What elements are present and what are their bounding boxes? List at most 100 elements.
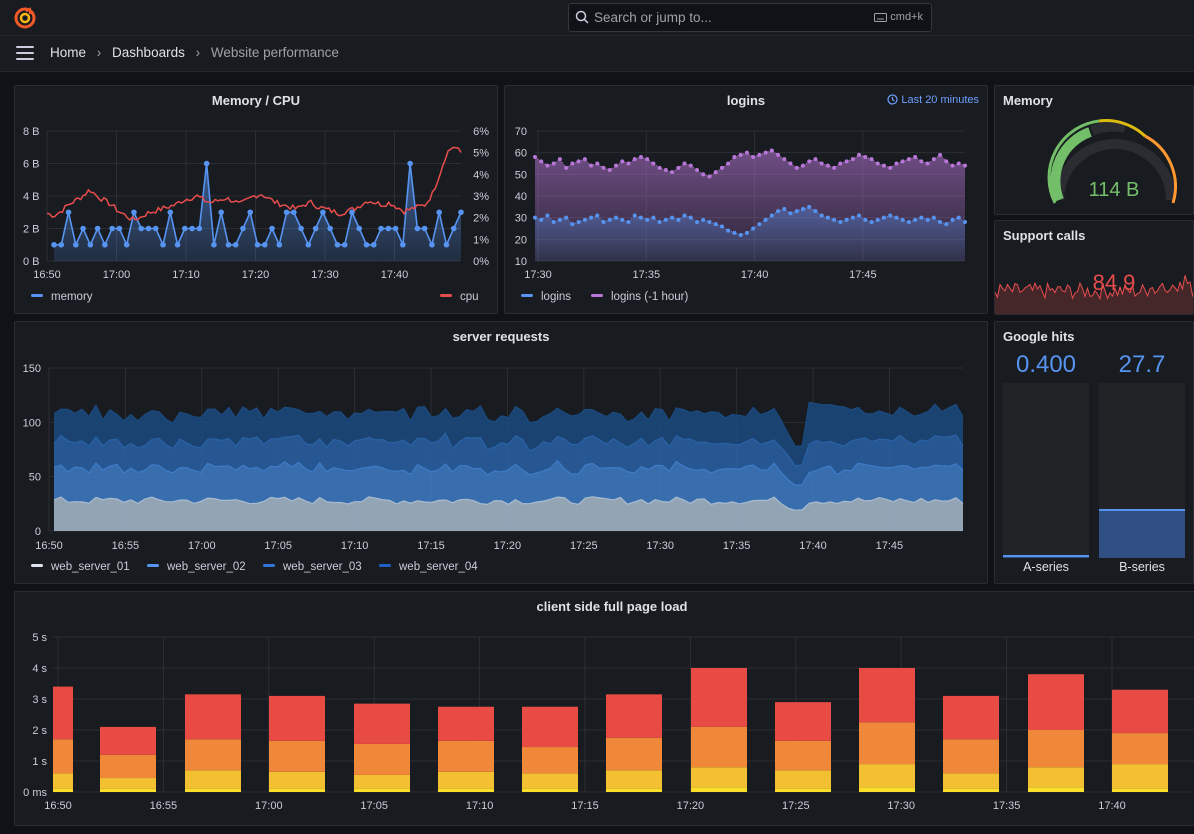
y-tick-label: 3 s xyxy=(32,694,47,706)
data-point-logins-prev-hour xyxy=(564,165,569,170)
stat-value: 84.9 xyxy=(1093,270,1136,295)
data-point-memory xyxy=(218,209,224,216)
bar-segment xyxy=(269,788,325,792)
data-point-memory xyxy=(240,225,246,232)
y-tick-label: 1 s xyxy=(32,756,47,768)
bar-segment xyxy=(1028,674,1084,730)
data-point-memory xyxy=(131,209,137,216)
data-point-logins-prev-hour xyxy=(763,150,768,155)
data-point-memory xyxy=(196,225,203,232)
data-point-memory xyxy=(363,241,370,248)
panel-google-hits[interactable]: Google hits 0.400 27.7 A-series B-series xyxy=(994,321,1194,584)
data-point-logins xyxy=(582,217,587,222)
bar-segment xyxy=(53,788,73,792)
data-point-logins xyxy=(744,230,749,235)
panel-page-load[interactable]: client side full page load 0 ms 1 s 2 s 3 s… xyxy=(14,591,1194,826)
legend-web-server-01[interactable]: web_server_01 xyxy=(31,561,130,573)
y-tick-label: 30 xyxy=(515,213,527,225)
legend-memory[interactable]: memory xyxy=(31,291,93,303)
bar-segment xyxy=(522,773,578,789)
data-point-memory xyxy=(109,225,115,232)
panel-title[interactable]: server requests xyxy=(452,329,550,344)
data-point-logins xyxy=(726,228,731,233)
panel-support-calls[interactable]: Support calls 84.9 xyxy=(994,220,1194,315)
search-input[interactable]: Search or jump to... cmd+k xyxy=(568,3,932,32)
bar-segment xyxy=(438,740,494,772)
data-point-logins-prev-hour xyxy=(707,174,712,179)
x-tick-label: 17:35 xyxy=(723,540,751,552)
data-point-logins xyxy=(832,217,837,222)
data-point-logins xyxy=(557,217,562,222)
y2-tick-label: 6% xyxy=(473,126,489,138)
data-point-logins-prev-hour xyxy=(913,155,918,159)
data-point-memory xyxy=(182,225,188,232)
bar-segment xyxy=(775,702,831,741)
bar-segment xyxy=(100,726,156,755)
b-series-label: B-series xyxy=(1119,560,1165,574)
keyboard-icon xyxy=(874,13,888,22)
data-point-memory xyxy=(334,241,341,248)
breadcrumb-dashboards[interactable]: Dashboards xyxy=(112,45,185,60)
bar-segment xyxy=(53,739,73,774)
data-point-logins-prev-hour xyxy=(701,172,706,177)
legend-web-server-02[interactable]: web_server_02 xyxy=(147,561,246,573)
panel-title[interactable]: Memory / CPU xyxy=(211,93,301,108)
y-tick-label: 4 s xyxy=(32,663,47,675)
y-tick-label: 70 xyxy=(515,126,527,138)
clock-icon xyxy=(887,94,898,105)
data-point-logins xyxy=(863,217,868,222)
panel-title[interactable]: Memory xyxy=(1003,93,1053,108)
data-point-logins xyxy=(732,230,737,235)
panel-title[interactable]: Support calls xyxy=(1003,228,1086,243)
panel-title[interactable]: Google hits xyxy=(1003,329,1075,344)
data-point-logins-prev-hour xyxy=(676,165,681,170)
data-point-logins xyxy=(888,213,893,218)
breadcrumb-bar: Home › Dashboards › Website performance xyxy=(0,36,1194,72)
breadcrumb-current: Website performance xyxy=(210,45,339,60)
x-tick-label: 17:45 xyxy=(876,540,904,552)
x-tick-label: 17:40 xyxy=(799,540,827,552)
data-point-logins-prev-hour xyxy=(539,159,544,164)
legend-web-server-03[interactable]: web_server_03 xyxy=(263,561,362,573)
data-point-logins xyxy=(782,207,787,211)
data-point-logins-prev-hour xyxy=(545,163,550,168)
data-point-memory xyxy=(458,209,464,216)
data-point-memory xyxy=(167,209,174,216)
data-point-memory xyxy=(385,225,392,232)
x-tick-label: 17:30 xyxy=(524,269,552,281)
menu-icon[interactable] xyxy=(16,46,34,60)
panel-memory-gauge[interactable]: Memory 114 B xyxy=(994,85,1194,215)
bar-segment xyxy=(269,695,325,741)
legend-logins[interactable]: logins xyxy=(521,291,571,303)
data-point-logins xyxy=(906,220,911,224)
y-tick-label: 0 B xyxy=(23,256,40,268)
panel-title[interactable]: logins xyxy=(726,93,766,108)
x-tick-label: 17:25 xyxy=(782,800,810,812)
data-point-logins-prev-hour xyxy=(601,165,606,170)
data-point-logins-prev-hour xyxy=(719,165,724,170)
legend-web-server-04[interactable]: web_server_04 xyxy=(379,561,478,573)
panel-logins[interactable]: logins Last 20 minutes 10 20 30 40 50 60 70 17:… xyxy=(504,85,988,314)
bar-segment xyxy=(606,737,662,771)
data-point-memory xyxy=(429,241,435,248)
legend-logins-prev-hour[interactable]: logins (-1 hour) xyxy=(591,291,688,303)
y2-tick-label: 2% xyxy=(473,213,489,225)
x-tick-label: 16:50 xyxy=(35,540,63,552)
y-tick-label: 40 xyxy=(515,191,527,203)
data-point-memory xyxy=(116,225,123,232)
data-point-logins xyxy=(931,215,936,220)
series-area-logins xyxy=(535,206,965,261)
panel-memory-cpu[interactable]: Memory / CPU 0 B 2 B 4 B 6 B 8 B 0% 1% 2% 3% 4% 5%… xyxy=(14,85,498,314)
legend-cpu[interactable]: cpu xyxy=(440,291,479,303)
data-point-memory xyxy=(341,241,348,248)
data-point-memory xyxy=(58,241,65,248)
data-point-logins xyxy=(950,217,955,222)
panel-title[interactable]: client side full page load xyxy=(536,599,688,614)
data-point-logins xyxy=(788,211,793,216)
data-point-logins xyxy=(551,220,556,224)
grafana-logo-icon[interactable] xyxy=(14,7,36,29)
panel-server-requests[interactable]: server requests 0 50 100 150 16:50 16:55 17:00… xyxy=(14,321,988,584)
time-range-badge[interactable]: Last 20 minutes xyxy=(887,94,979,106)
series-line-web-server-02 xyxy=(53,459,964,487)
breadcrumb-home[interactable]: Home xyxy=(50,45,87,60)
